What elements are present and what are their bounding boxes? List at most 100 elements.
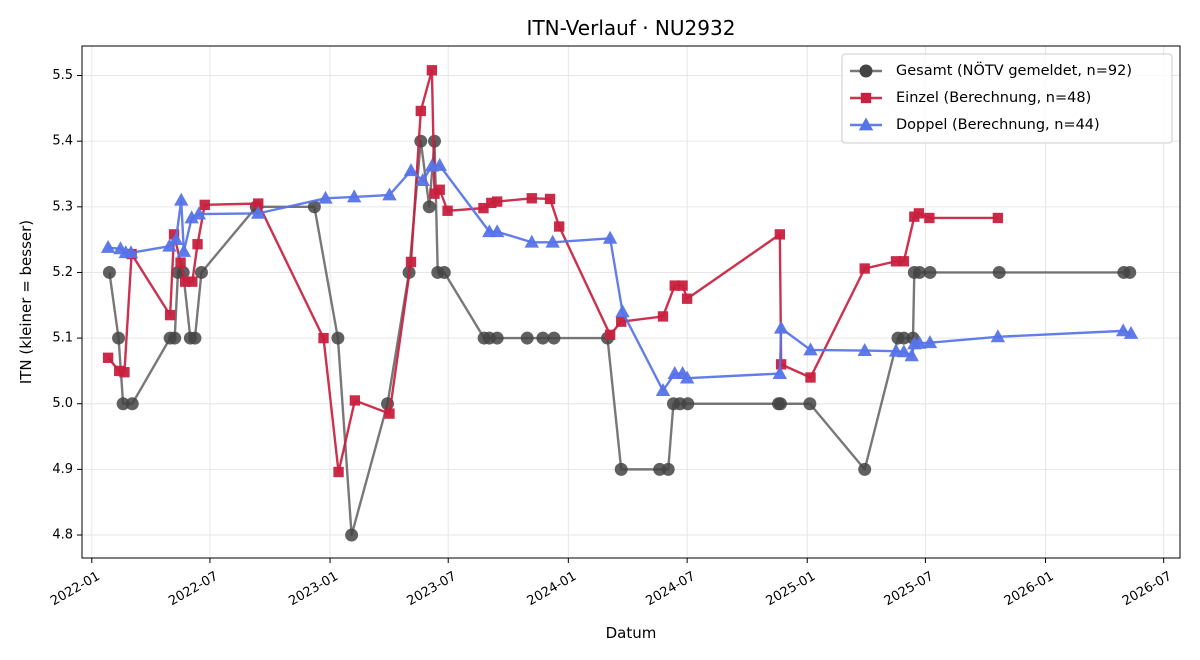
plot-series [100,65,1139,542]
data-point-gesamt [490,331,504,345]
chart-title: ITN-Verlauf · NU2932 [527,16,736,40]
data-point-einzel [774,229,786,240]
data-point-doppel [251,205,266,219]
legend-marker [859,64,873,78]
data-point-doppel [162,238,177,252]
data-point-gesamt [520,331,534,345]
data-point-gesamt [168,331,182,345]
data-point-einzel [102,352,114,363]
data-point-einzel [333,466,344,478]
data-point-einzel [924,212,935,224]
data-point-gesamt [307,200,321,214]
data-point-einzel [349,395,361,406]
data-point-einzel [677,280,688,291]
data-point-einzel [890,256,902,267]
data-point-einzel [526,193,537,204]
data-point-doppel [415,173,430,186]
data-point-einzel [604,329,616,340]
data-point-gesamt [194,265,208,279]
data-point-einzel [898,256,910,267]
data-point-einzel [187,276,198,287]
legend-entry-doppel: Doppel (Berechnung, n=44) [850,117,1100,133]
data-point-einzel [992,212,1004,224]
data-point-doppel [896,344,912,358]
data-point-einzel [192,239,203,250]
data-point-einzel [859,263,870,274]
data-point-gesamt [112,331,126,345]
data-point-doppel [100,239,116,253]
data-point-einzel [175,257,186,268]
data-point-einzel [681,293,693,304]
data-point-einzel [199,199,210,211]
data-point-einzel [114,365,125,377]
data-point-doppel [318,190,333,204]
data-point-einzel [426,65,438,76]
y-tick-label: 4.9 [52,462,73,477]
data-point-einzel [616,316,627,327]
series-gesamt [102,134,1137,542]
data-point-gesamt [536,331,550,345]
y-tick-label: 4.8 [52,528,73,543]
data-point-doppel [772,365,788,379]
y-tick-label: 5.3 [52,199,73,214]
legend-marker [860,92,872,104]
data-point-doppel [912,335,927,349]
data-point-doppel [176,243,192,257]
data-point-gesamt [331,331,345,345]
data-point-gesamt [774,397,787,411]
data-point-doppel [615,304,630,318]
data-point-einzel [544,193,556,205]
data-point-doppel [904,348,919,362]
data-point-einzel [913,208,925,219]
data-point-einzel [164,309,176,321]
y-axis-title: ITN (kleiner = besser) [17,220,35,384]
data-point-einzel [119,367,130,378]
data-point-doppel [1123,325,1139,339]
y-tick-label: 5.5 [52,68,73,83]
legend-box [841,53,1173,144]
legend-label: Gesamt (NÖTV gemeldet, n=92) [896,61,1132,79]
data-point-gesamt [897,331,911,345]
series-einzel [102,65,1004,478]
y-tick-label: 5.4 [52,134,73,149]
data-point-gesamt [547,331,561,345]
data-point-doppel [168,232,184,246]
data-point-doppel [382,187,397,201]
data-point-einzel [168,229,180,240]
data-point-doppel [655,383,671,397]
data-point-gesamt [614,462,628,476]
data-point-einzel [384,408,395,419]
data-point-doppel [679,370,695,384]
data-point-gesamt [125,397,139,411]
data-point-doppel [432,157,447,171]
y-tick-label: 5.2 [52,265,73,280]
data-point-einzel [415,105,426,117]
legend-entry-einzel: Einzel (Berechnung, n=48) [850,90,1091,106]
data-point-gesamt [923,265,937,279]
data-point-doppel [922,335,938,349]
legend-label: Doppel (Berechnung, n=44) [896,117,1100,133]
data-point-doppel [347,189,362,203]
data-point-doppel [602,230,618,244]
data-point-gesamt [414,134,428,148]
data-point-einzel [486,197,497,209]
data-point-gesamt [661,462,675,476]
data-point-einzel [442,205,453,216]
data-point-doppel [184,210,199,224]
y-tick-label: 5.1 [52,331,73,346]
data-point-einzel [429,188,440,199]
plot-area-frame [81,45,1181,559]
data-point-doppel [191,206,207,220]
data-point-gesamt [858,462,872,476]
data-point-gesamt [437,265,451,279]
data-point-einzel [554,221,565,232]
data-point-doppel [489,224,505,238]
data-point-gesamt [992,265,1006,279]
data-point-doppel [524,234,539,248]
legend-label: Einzel (Berechnung, n=48) [896,90,1091,106]
legend-marker [858,117,874,131]
legend: Gesamt (NÖTV gemeldet, n=92) Einzel (Bere… [841,53,1173,144]
x-axis-title: Datum [606,624,657,642]
data-point-einzel [805,372,816,383]
